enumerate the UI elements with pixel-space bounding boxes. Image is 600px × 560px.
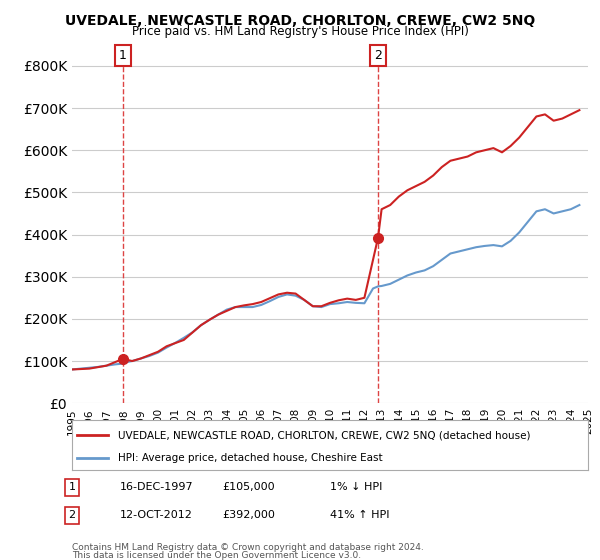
Text: £392,000: £392,000 [222,510,275,520]
Text: 41% ↑ HPI: 41% ↑ HPI [330,510,389,520]
Text: 2: 2 [374,49,382,62]
Text: 2: 2 [68,510,76,520]
Text: 12-OCT-2012: 12-OCT-2012 [120,510,193,520]
Text: UVEDALE, NEWCASTLE ROAD, CHORLTON, CREWE, CW2 5NQ: UVEDALE, NEWCASTLE ROAD, CHORLTON, CREWE… [65,14,535,28]
Text: Contains HM Land Registry data © Crown copyright and database right 2024.: Contains HM Land Registry data © Crown c… [72,543,424,552]
Text: Price paid vs. HM Land Registry's House Price Index (HPI): Price paid vs. HM Land Registry's House … [131,25,469,38]
Text: £105,000: £105,000 [222,482,275,492]
Text: 1: 1 [68,482,76,492]
Text: UVEDALE, NEWCASTLE ROAD, CHORLTON, CREWE, CW2 5NQ (detached house): UVEDALE, NEWCASTLE ROAD, CHORLTON, CREWE… [118,430,531,440]
Text: This data is licensed under the Open Government Licence v3.0.: This data is licensed under the Open Gov… [72,551,361,560]
Text: 16-DEC-1997: 16-DEC-1997 [120,482,194,492]
Text: 1% ↓ HPI: 1% ↓ HPI [330,482,382,492]
Text: 1: 1 [119,49,127,62]
Text: HPI: Average price, detached house, Cheshire East: HPI: Average price, detached house, Ches… [118,453,383,463]
